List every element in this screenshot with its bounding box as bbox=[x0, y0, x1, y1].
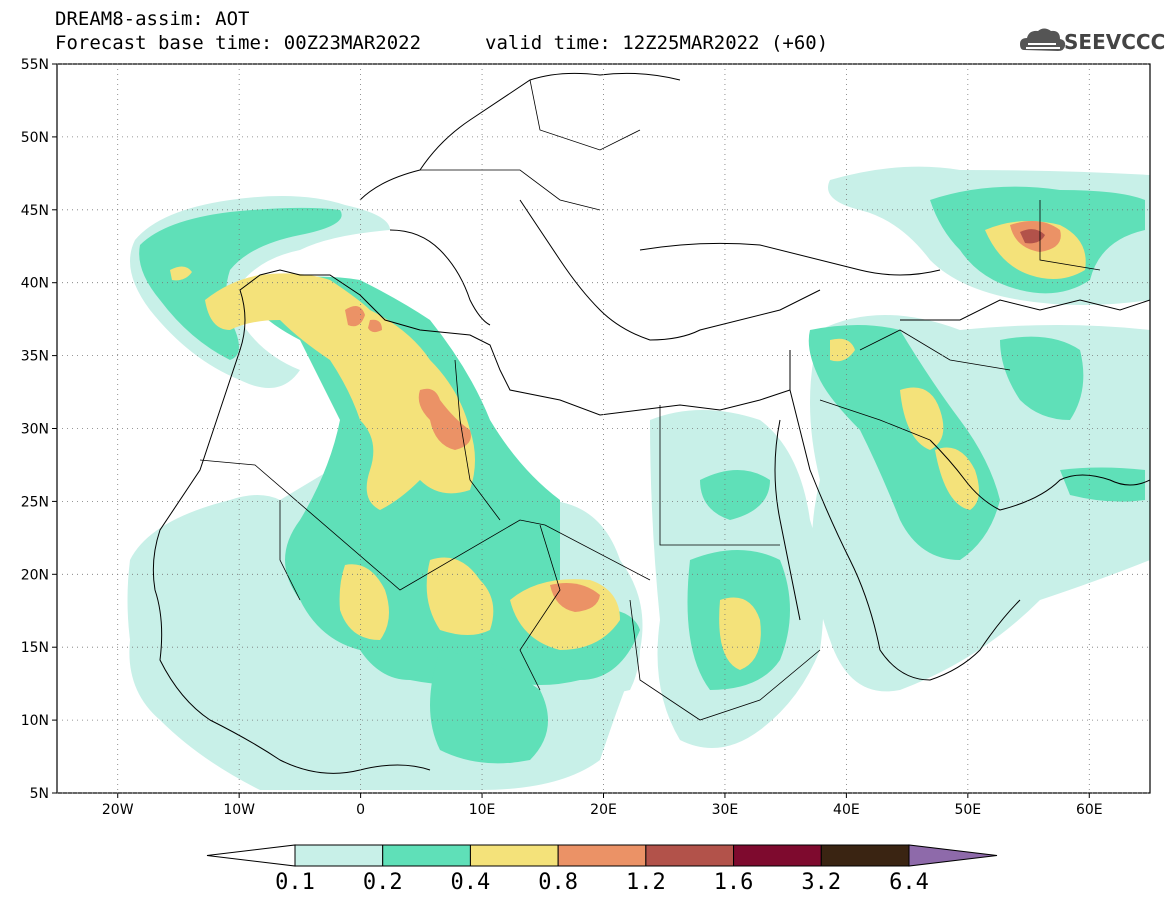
lon-tick-label: 10E bbox=[469, 802, 496, 818]
colorbar-level-label: 0.8 bbox=[538, 870, 579, 895]
colorbar-segment bbox=[382, 844, 471, 867]
borders bbox=[199, 79, 1101, 721]
lat-tick-label: 50N bbox=[21, 130, 49, 146]
lat-tick-label: 15N bbox=[21, 640, 49, 656]
colorbar-level-label: 3.2 bbox=[801, 870, 842, 895]
lon-ticks: 20W 10W 0 10E 20E 30E 40E 50E 60E bbox=[102, 793, 1103, 818]
lat-tick-label: 40N bbox=[21, 276, 49, 292]
gridlines bbox=[57, 63, 1150, 794]
lon-tick-label: 40E bbox=[833, 802, 860, 818]
aot-field bbox=[127, 166, 1150, 790]
lon-tick-label: 20W bbox=[102, 802, 134, 818]
lon-tick-label: 50E bbox=[954, 802, 981, 818]
colorbar-level-label: 0.2 bbox=[362, 870, 403, 895]
colorbar-level-label: 0.4 bbox=[450, 870, 491, 895]
lon-tick-label: 10W bbox=[223, 802, 255, 818]
lon-tick-label: 60E bbox=[1076, 802, 1103, 818]
lon-tick-label: 30E bbox=[712, 802, 739, 818]
map-title: DREAM8-assim: AOT bbox=[55, 8, 250, 30]
lon-tick-label: 0 bbox=[356, 802, 365, 818]
lat-tick-label: 30N bbox=[21, 422, 49, 438]
colorbar bbox=[206, 844, 998, 867]
coastlines bbox=[152, 72, 1150, 774]
colorbar-level-label: 0.1 bbox=[275, 870, 315, 895]
colorbar-segment bbox=[645, 844, 735, 867]
lon-tick-label: 20E bbox=[590, 802, 617, 818]
valid-time: valid time: 12Z25MAR2022 (+60) bbox=[485, 32, 829, 54]
lat-tick-label: 45N bbox=[21, 203, 49, 219]
lat-tick-label: 55N bbox=[21, 57, 49, 73]
base-time: Forecast base time: 00Z23MAR2022 bbox=[55, 32, 422, 54]
lat-tick-label: 20N bbox=[21, 567, 49, 583]
colorbar-over-triangle bbox=[908, 844, 998, 867]
colorbar-segment bbox=[557, 844, 647, 867]
colorbar-level-label: 6.4 bbox=[889, 870, 929, 895]
cloud-icon bbox=[1020, 28, 1066, 51]
colorbar-segment bbox=[733, 844, 822, 867]
lat-tick-label: 10N bbox=[21, 713, 49, 729]
colorbar-segment bbox=[294, 844, 384, 867]
lat-tick-label: 25N bbox=[21, 494, 49, 510]
colorbar-segment bbox=[820, 844, 910, 867]
lat-tick-label: 5N bbox=[30, 786, 49, 802]
lat-tick-label: 35N bbox=[21, 349, 49, 365]
colorbar-under-triangle bbox=[206, 844, 296, 867]
colorbar-level-label: 1.6 bbox=[713, 870, 754, 895]
colorbar-level-label: 1.2 bbox=[625, 870, 666, 895]
colorbar-segment bbox=[469, 844, 559, 867]
lat-ticks: 55N 50N 45N 40N 35N 30N 25N 20N 15N 10N 5N bbox=[21, 57, 57, 802]
logo-text: SEEVCCC bbox=[1064, 30, 1165, 54]
